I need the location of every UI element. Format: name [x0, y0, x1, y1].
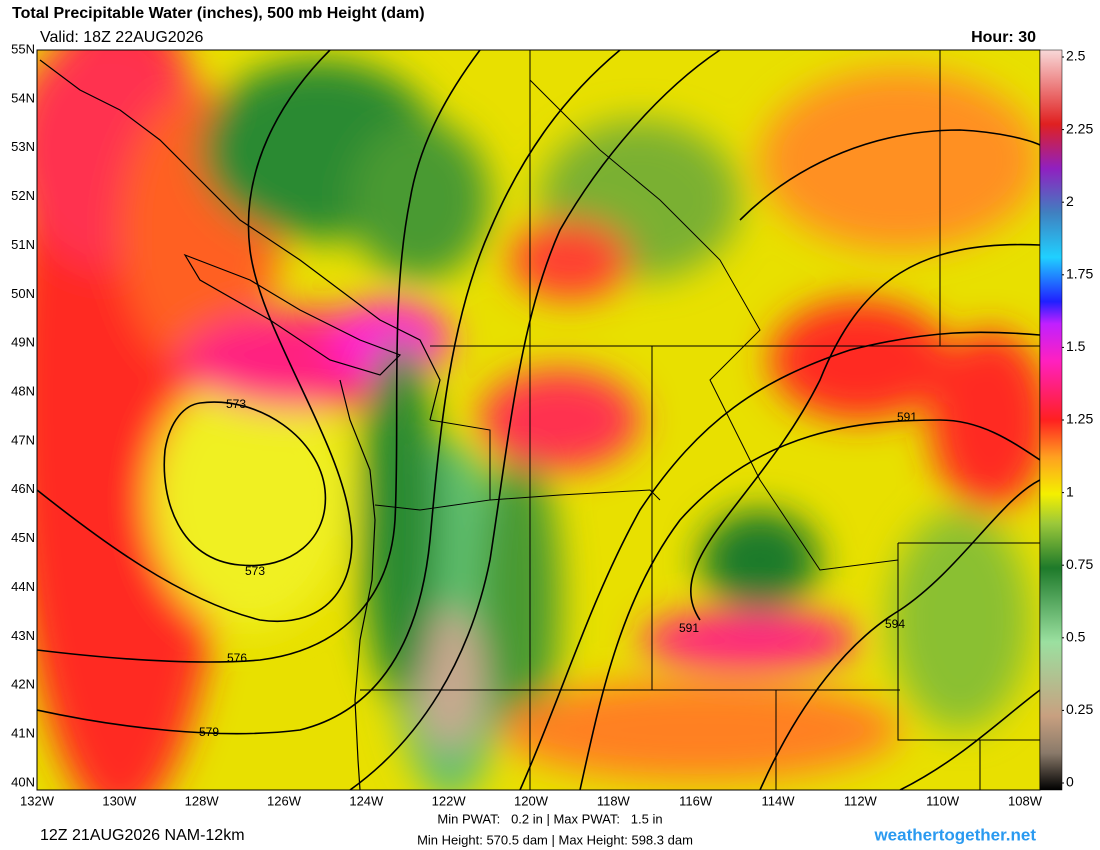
lat-label: 54N [11, 90, 35, 105]
lon-label: 122W [432, 793, 467, 808]
valid-time: Valid: 18Z 22AUG2026 [40, 29, 203, 46]
lon-label: 128W [185, 793, 220, 808]
model-run: 12Z 21AUG2026 NAM-12km [40, 827, 245, 844]
contour-label: 576 [227, 651, 247, 665]
forecast-hour: Hour: 30 [971, 29, 1036, 46]
contour-label: 591 [897, 410, 917, 424]
lat-label: 45N [11, 530, 35, 545]
lat-label: 40N [11, 774, 35, 789]
borders [360, 50, 1040, 790]
lat-label: 47N [11, 432, 35, 447]
colorbar-label: 0.75 [1066, 556, 1093, 572]
colorbar-label: 1.75 [1066, 266, 1093, 282]
lat-label: 50N [11, 286, 35, 301]
lon-label: 132W [20, 793, 55, 808]
colorbar-label: 0.25 [1066, 701, 1093, 717]
lat-label: 41N [11, 726, 35, 741]
contour-label: 579 [199, 725, 219, 739]
lon-label: 116W [679, 793, 713, 808]
colorbar-label: 1.5 [1066, 338, 1086, 354]
lon-label: 110W [926, 793, 960, 808]
lat-label: 53N [11, 139, 35, 154]
height-contours [37, 50, 1040, 790]
pwat-range: Min PWAT: 0.2 in | Max PWAT: 1.5 in [437, 811, 662, 826]
colorbar-label: 0 [1066, 774, 1074, 790]
lat-label: 44N [11, 579, 35, 594]
site-credit: weathertogether.net [873, 825, 1036, 844]
lat-label: 51N [11, 237, 35, 252]
contour-label: 573 [245, 564, 265, 578]
lon-label: 112W [844, 793, 878, 808]
contour-label: 594 [885, 617, 905, 631]
colorbar-label: 1.25 [1066, 411, 1093, 427]
coastlines [39, 59, 441, 790]
lon-label: 126W [267, 793, 302, 808]
lon-label: 118W [597, 793, 631, 808]
height-range: Min Height: 570.5 dam | Max Height: 598.… [417, 832, 693, 847]
lon-label: 108W [1008, 793, 1043, 808]
colorbar-label: 0.5 [1066, 629, 1086, 645]
colorbar-label: 2.5 [1066, 48, 1086, 64]
lon-label: 114W [762, 793, 796, 808]
lon-label: 130W [102, 793, 137, 808]
lat-label: 55N [11, 41, 35, 56]
lat-label: 43N [11, 628, 35, 643]
title: Total Precipitable Water (inches), 500 m… [12, 5, 425, 22]
colorbar-label: 2 [1066, 193, 1074, 209]
lat-label: 42N [11, 677, 35, 692]
lat-label: 52N [11, 188, 35, 203]
contour-label: 573 [226, 397, 246, 411]
pwat-field [37, 50, 1040, 790]
lon-label: 120W [514, 793, 549, 808]
contour-label: 591 [679, 621, 699, 635]
lat-label: 46N [11, 481, 35, 496]
lon-label: 124W [349, 793, 384, 808]
lat-label: 49N [11, 335, 35, 350]
lat-label: 48N [11, 384, 35, 399]
colorbar [1039, 49, 1063, 791]
colorbar-label: 1 [1066, 483, 1074, 499]
colorbar-label: 2.25 [1066, 120, 1093, 136]
